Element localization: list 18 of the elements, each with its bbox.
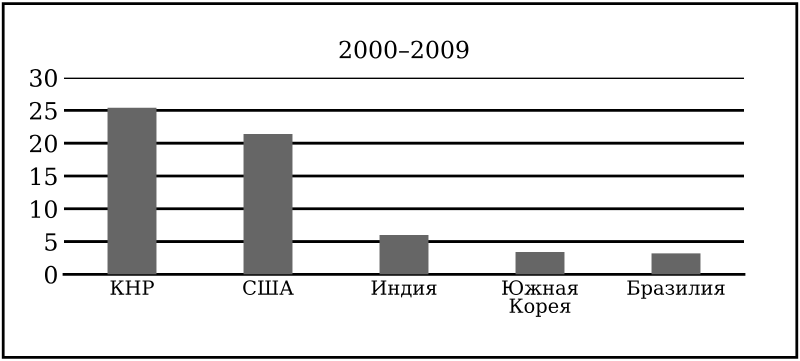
bar — [652, 253, 700, 274]
y-tick-label: 20 — [30, 134, 57, 153]
x-tick-label: Бразилия — [627, 280, 725, 299]
y-tick-label: 10 — [31, 200, 57, 218]
x-tick-label: КНР — [110, 280, 154, 295]
y-tick-label: 15 — [31, 167, 57, 186]
y-tick-label: 5 — [45, 233, 57, 251]
bar — [244, 134, 292, 274]
chart-title: 2000–2009 — [340, 40, 468, 59]
y-tick-label: 30 — [30, 69, 57, 87]
bar — [380, 235, 428, 274]
x-tick-label: США — [243, 280, 294, 295]
x-tick-label: Южная Корея — [502, 280, 578, 317]
x-tick-label: Индия — [372, 280, 437, 298]
y-tick-label: 25 — [30, 102, 57, 120]
bar — [516, 252, 564, 274]
y-tick-label: 0 — [44, 266, 57, 284]
bar — [108, 108, 156, 274]
